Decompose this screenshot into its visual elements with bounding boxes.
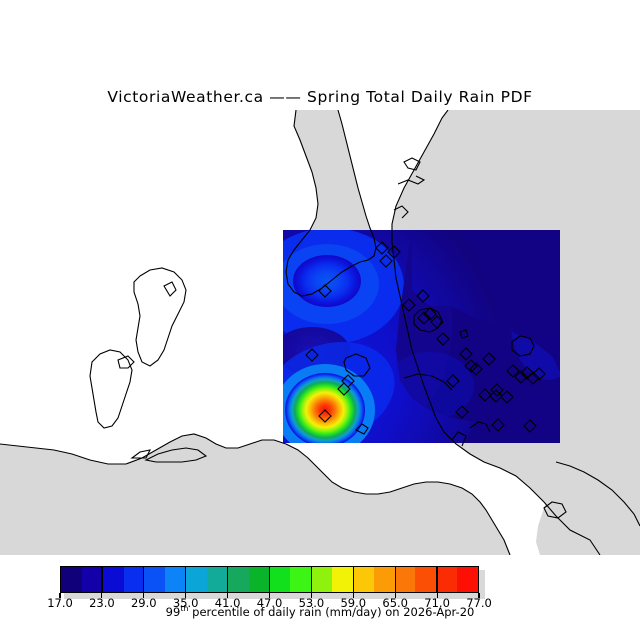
colorbar-segment bbox=[290, 567, 312, 592]
station-marker[interactable] bbox=[455, 405, 469, 419]
station-marker[interactable] bbox=[387, 245, 401, 259]
colorbar-divider bbox=[185, 566, 187, 593]
station-marker[interactable] bbox=[506, 364, 520, 378]
station-marker[interactable] bbox=[446, 374, 460, 388]
colorbar-segment bbox=[227, 567, 249, 592]
colorbar-divider bbox=[394, 566, 396, 593]
colorbar-tick bbox=[59, 593, 61, 598]
station-markers-layer[interactable] bbox=[305, 241, 546, 433]
colorbar-tick-label: 35.0 bbox=[172, 596, 199, 610]
colorbar-segment bbox=[123, 567, 145, 592]
colorbar[interactable]: 17.0 23.0 29.0 35.0 41.0 47.0 53.0 59.0 65.0 71.0… bbox=[47, 566, 492, 610]
colorbar-tick-label: 59.0 bbox=[340, 596, 367, 610]
colorbar-tick bbox=[227, 593, 229, 598]
colorbar-segment bbox=[61, 567, 82, 592]
colorbar-segment bbox=[144, 567, 166, 592]
station-marker[interactable] bbox=[459, 347, 473, 361]
colorbar-segment bbox=[457, 567, 478, 592]
colorbar-segment bbox=[81, 567, 103, 592]
colorbar-divider bbox=[226, 566, 229, 593]
colorbar-segment bbox=[311, 567, 332, 592]
colorbar-tick bbox=[185, 593, 187, 598]
station-marker[interactable] bbox=[423, 307, 437, 321]
colorbar-tick bbox=[478, 593, 480, 598]
colorbar-tick bbox=[268, 593, 271, 598]
station-marker[interactable] bbox=[469, 362, 483, 376]
colorbar-segment bbox=[394, 567, 416, 592]
colorbar-caption: 99th percentile of daily rain (mm/day) o… bbox=[0, 604, 640, 619]
colorbar-segment bbox=[248, 567, 270, 592]
station-marker[interactable] bbox=[379, 254, 393, 268]
page-title: VictoriaWeather.ca —— Spring Total Daily… bbox=[107, 88, 533, 106]
colorbar-divider bbox=[101, 566, 103, 593]
station-marker[interactable] bbox=[337, 382, 351, 396]
colorbar-divider bbox=[352, 566, 354, 593]
caption-post: percentile of daily rain (mm/day) on 202… bbox=[188, 604, 475, 619]
colorbar-tick-label: 23.0 bbox=[89, 596, 115, 610]
colorbar-tick bbox=[352, 593, 354, 598]
station-marker[interactable] bbox=[491, 418, 505, 432]
station-marker[interactable] bbox=[500, 390, 514, 404]
colorbar-segment bbox=[331, 567, 353, 592]
colorbar-tick-label: 47.0 bbox=[256, 596, 283, 610]
station-marker[interactable] bbox=[482, 352, 496, 366]
station-marker[interactable] bbox=[489, 389, 503, 403]
colorbar-segment bbox=[415, 567, 437, 592]
colorbar-tick-label: 77.0 bbox=[466, 596, 492, 610]
station-marker[interactable] bbox=[416, 289, 430, 303]
colorbar-divider bbox=[310, 566, 313, 593]
station-marker[interactable] bbox=[417, 311, 431, 325]
colorbar-divider bbox=[268, 566, 271, 593]
caption-pre: 99 bbox=[165, 604, 181, 619]
station-marker[interactable] bbox=[478, 388, 492, 402]
station-marker[interactable] bbox=[318, 409, 332, 423]
colorbar-tick-label: 71.0 bbox=[424, 596, 450, 610]
colorbar-tick bbox=[436, 593, 438, 598]
colorbar-segment bbox=[102, 567, 124, 592]
station-marker[interactable] bbox=[436, 332, 450, 346]
colorbar-segment bbox=[165, 567, 187, 592]
colorbar-tick-label: 17.0 bbox=[47, 596, 73, 610]
colorbar-tick bbox=[101, 593, 103, 598]
station-marker[interactable] bbox=[375, 241, 389, 255]
colorbar-segment bbox=[373, 567, 395, 592]
station-marker[interactable] bbox=[490, 383, 504, 397]
station-marker[interactable] bbox=[318, 284, 332, 298]
station-marker[interactable] bbox=[305, 348, 319, 362]
station-marker[interactable] bbox=[532, 367, 546, 381]
colorbar-segment bbox=[269, 567, 291, 592]
station-marker[interactable] bbox=[520, 366, 534, 380]
colorbar-tick bbox=[143, 593, 145, 598]
station-marker[interactable] bbox=[523, 419, 537, 433]
colorbar-tick-label: 29.0 bbox=[130, 596, 157, 610]
colorbar-tick-label: 65.0 bbox=[382, 596, 408, 610]
colorbar-tick-label: 41.0 bbox=[214, 596, 241, 610]
colorbar-tick-label: 53.0 bbox=[298, 596, 325, 610]
colorbar-segment bbox=[206, 567, 228, 592]
colorbar-segment bbox=[436, 567, 458, 592]
map-canvas[interactable] bbox=[0, 110, 640, 555]
station-marker[interactable] bbox=[430, 315, 444, 329]
coastline-layer bbox=[0, 110, 640, 555]
caption-ordinal-suffix: th bbox=[180, 604, 189, 613]
colorbar-divider bbox=[143, 566, 145, 593]
colorbar-tick bbox=[394, 593, 396, 598]
station-marker[interactable] bbox=[526, 371, 540, 385]
colorbar-segment bbox=[186, 567, 207, 592]
colorbar-segment bbox=[352, 567, 374, 592]
colorbar-tick bbox=[310, 593, 312, 598]
map-svg bbox=[0, 110, 640, 555]
colorbar-divider bbox=[436, 566, 438, 593]
station-marker[interactable] bbox=[514, 370, 528, 384]
station-marker[interactable] bbox=[402, 298, 416, 312]
